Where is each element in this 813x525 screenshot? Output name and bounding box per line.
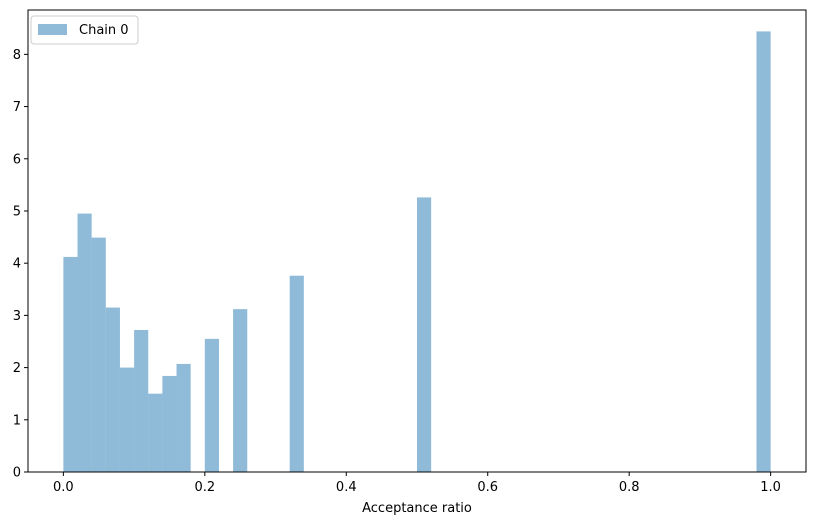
y-tick-label: 8 (13, 48, 21, 63)
histogram-bar (63, 256, 78, 472)
histogram-bar (204, 338, 219, 472)
x-tick-label: 0.8 (619, 480, 640, 495)
histogram-bar (176, 363, 191, 472)
plot-frame (27, 9, 807, 473)
y-tick-label: 6 (13, 152, 21, 167)
y-axis: 0 1 2 3 4 5 6 7 8 (13, 48, 28, 481)
x-tick-label: 0.6 (477, 480, 498, 495)
histogram-bar (162, 375, 177, 472)
bars-layer (63, 31, 771, 473)
histogram-bar (233, 309, 248, 472)
x-tick-label: 1.0 (760, 480, 781, 495)
x-axis: 0.0 0.2 0.4 0.6 0.8 1.0 (53, 472, 781, 495)
histogram-bar (148, 393, 163, 472)
y-tick-label: 5 (13, 204, 21, 219)
x-axis-label: Acceptance ratio (362, 501, 472, 516)
legend: Chain 0 (30, 15, 139, 45)
y-tick-label: 3 (13, 309, 21, 324)
x-tick-label: 0.2 (194, 480, 215, 495)
y-tick-label: 2 (13, 361, 21, 376)
x-tick-label: 0.0 (53, 480, 74, 495)
legend-swatch (38, 24, 67, 35)
histogram-bar (105, 307, 120, 472)
histogram-bar (119, 367, 135, 472)
histogram-bar (756, 31, 771, 473)
legend-label: Chain 0 (79, 23, 129, 38)
histogram-bar (91, 237, 106, 472)
y-tick-label: 1 (13, 413, 21, 428)
y-tick-label: 0 (13, 466, 21, 481)
legend-box (30, 15, 139, 45)
y-tick-label: 7 (13, 100, 21, 115)
y-tick-label: 4 (13, 257, 21, 272)
histogram-bar (289, 275, 304, 472)
histogram-bar (77, 213, 92, 473)
x-tick-label: 0.4 (336, 480, 357, 495)
histogram-bar (134, 330, 149, 472)
histogram-bar (417, 197, 432, 473)
